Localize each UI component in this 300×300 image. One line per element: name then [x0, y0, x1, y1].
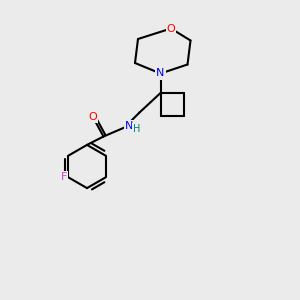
Text: O: O [167, 23, 176, 34]
Text: O: O [88, 112, 98, 122]
Text: H: H [134, 124, 141, 134]
Text: F: F [61, 172, 67, 182]
Text: N: N [125, 121, 133, 131]
Text: N: N [156, 68, 165, 79]
